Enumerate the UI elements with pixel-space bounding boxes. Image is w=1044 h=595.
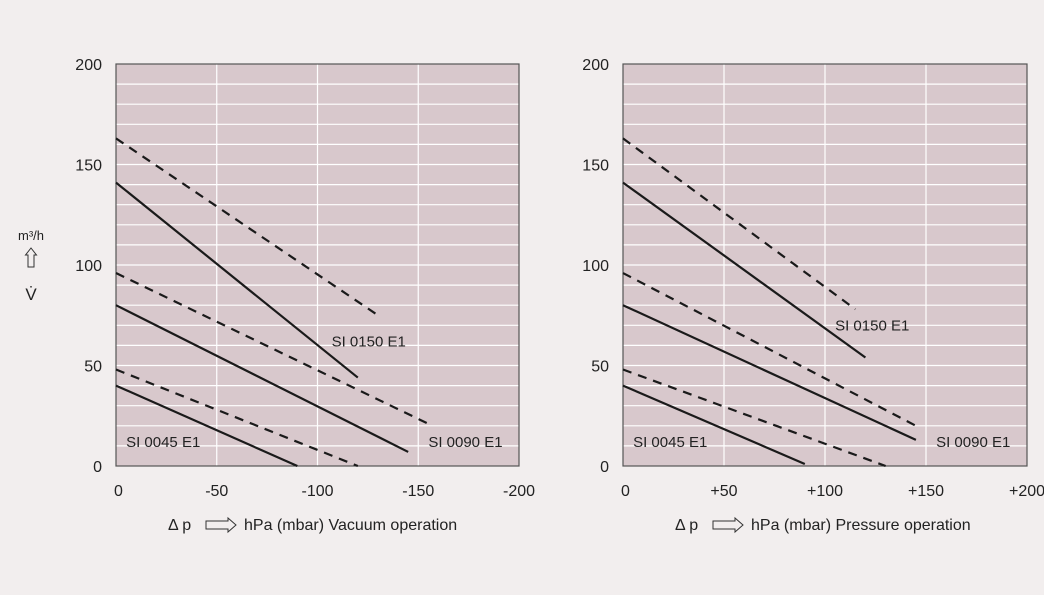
x-tick-label: -50: [205, 483, 228, 500]
x-tick-label: 0: [621, 483, 630, 500]
series-annotation: SI 0045 E1: [126, 434, 200, 451]
solid-series-line: [115, 384, 298, 468]
solid-series-line: [115, 181, 359, 379]
grid: [623, 64, 1027, 466]
series-annotation: SI 0090 E1: [428, 434, 502, 451]
solid-series-line: [115, 304, 409, 453]
plot-frame: [622, 63, 1028, 467]
y-tick-label: 200: [582, 57, 609, 74]
series-annotation: SI 0150 E1: [835, 317, 909, 334]
dashed-series-line: [622, 137, 856, 311]
x-axis-unit-label: hPa (mbar) Pressure operation: [751, 517, 971, 534]
flow-symbol: V̇: [25, 285, 37, 304]
y-tick-label: 50: [84, 359, 102, 376]
up-arrow-icon: [24, 247, 38, 268]
x-tick-label: +50: [710, 483, 737, 500]
dashed-series-line: [622, 272, 917, 427]
y-tick-label: 100: [75, 258, 102, 275]
grid: [116, 64, 519, 466]
x-axis-unit-label: hPa (mbar) Vacuum operation: [244, 517, 457, 534]
right-arrow-icon: [712, 516, 744, 534]
dashed-series-line: [115, 368, 359, 468]
x-axis-delta-label: Δ p: [675, 517, 698, 534]
x-axis-delta-label: Δ p: [168, 517, 191, 534]
y-unit-text: m³/h: [18, 228, 44, 243]
x-tick-label: -100: [301, 483, 333, 500]
x-tick-label: 0: [114, 483, 123, 500]
y-tick-label: 100: [582, 258, 609, 275]
series-annotation: SI 0045 E1: [633, 434, 707, 451]
dashed-series-line: [115, 272, 429, 425]
solid-series-line: [622, 181, 867, 359]
pressure-operation-chart: 0 50 100 150 200 0 +50 +100 +150 +200 SI 0045 E1 SI…: [582, 57, 1044, 534]
y-tick-label: 0: [93, 459, 102, 476]
solid-series-line: [622, 304, 917, 441]
x-tick-label: +150: [908, 483, 944, 500]
vacuum-operation-chart: 0 50 100 150 200 0 -50 -100 -150 -200 SI 0045 E1 SI…: [75, 57, 535, 534]
series-annotation: SI 0090 E1: [936, 434, 1010, 451]
x-tick-label: +100: [807, 483, 843, 500]
series-annotation: SI 0150 E1: [332, 333, 406, 350]
y-tick-label: 50: [591, 359, 609, 376]
x-tick-label: -150: [402, 483, 434, 500]
x-tick-label: -200: [503, 483, 535, 500]
solid-series-line: [622, 384, 806, 466]
x-tick-label: +200: [1009, 483, 1044, 500]
y-tick-label: 150: [582, 158, 609, 175]
y-tick-label: 150: [75, 158, 102, 175]
y-tick-label: 200: [75, 57, 102, 74]
right-arrow-icon: [205, 516, 237, 534]
dashed-series-line: [115, 137, 379, 317]
plot-frame: [115, 63, 520, 467]
y-tick-label: 0: [600, 459, 609, 476]
y-unit-label: m³/h V̇: [18, 228, 44, 304]
